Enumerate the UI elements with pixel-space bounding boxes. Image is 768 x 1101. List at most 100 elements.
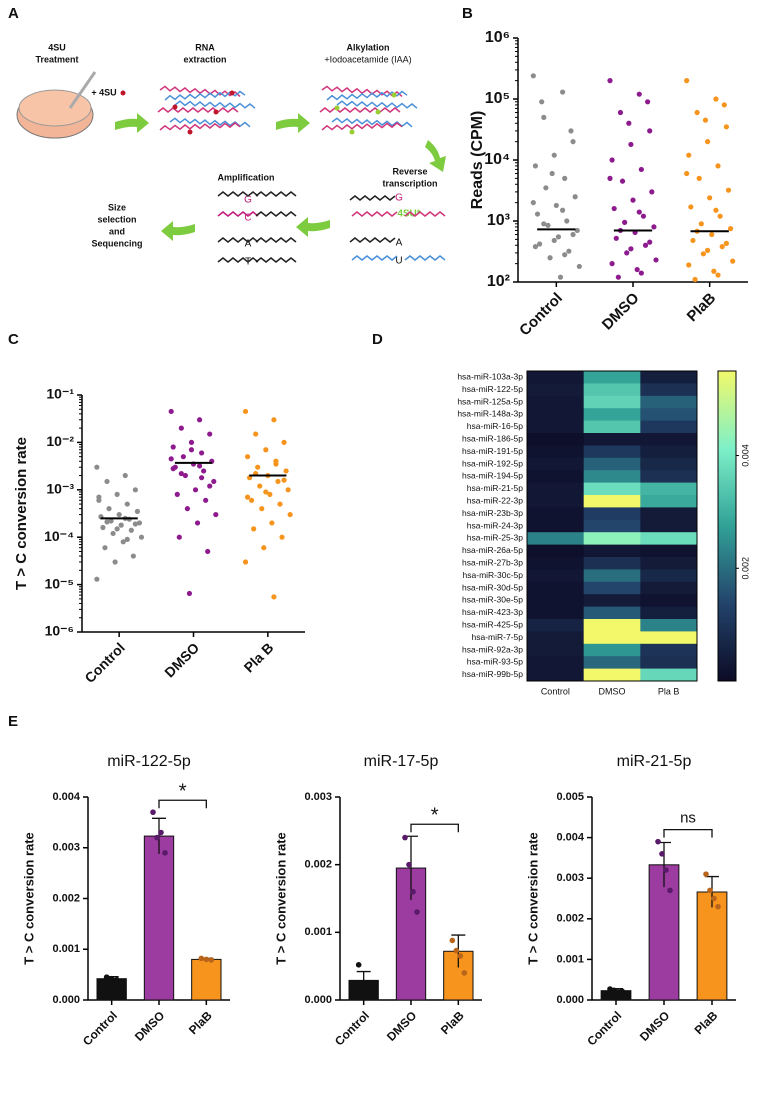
y-tick-label: 0.001 xyxy=(52,943,80,955)
data-point xyxy=(553,202,559,209)
heatmap-cell xyxy=(640,408,698,422)
row-label: hsa-miR-103a-3p xyxy=(457,371,523,381)
y-tick-label: 0.002 xyxy=(304,859,332,871)
rna-strand xyxy=(255,191,297,197)
heatmap-cell xyxy=(640,507,698,521)
heatmap-cell xyxy=(583,581,641,595)
heatmap-cell xyxy=(640,606,698,620)
y-tick-label: 0.005 xyxy=(556,791,584,803)
data-point xyxy=(568,128,574,134)
row-label: hsa-miR-186-5p xyxy=(462,433,523,443)
data-point xyxy=(609,261,615,267)
heatmap-cell xyxy=(583,606,641,620)
heatmap-cell xyxy=(583,544,641,558)
heatmap-cell xyxy=(640,594,698,608)
data-point xyxy=(281,477,287,483)
y-axis-label: T > C conversion rate xyxy=(13,437,30,590)
heatmap-cell xyxy=(527,619,585,632)
data-point xyxy=(667,887,673,894)
data-point xyxy=(259,506,265,512)
data-point xyxy=(630,197,636,203)
chart-title: miR-17-5p xyxy=(364,753,439,770)
base-letters: G C A T G 4SU* A U xyxy=(244,193,421,268)
data-point xyxy=(709,231,715,238)
row-label: hsa-miR-148a-3p xyxy=(457,409,523,419)
colorbar xyxy=(717,370,737,682)
rna-strand xyxy=(404,211,446,217)
data-point xyxy=(617,109,624,116)
heatmap-cell xyxy=(640,371,698,384)
arrow xyxy=(425,140,446,172)
data-point xyxy=(562,175,568,181)
data-point xyxy=(715,272,721,278)
data-point xyxy=(100,524,106,531)
row-label: hsa-miR-122-5p xyxy=(462,384,523,394)
data-point xyxy=(406,861,412,868)
base: U xyxy=(395,256,402,267)
colorbar-tick-label: 0.002 xyxy=(740,557,750,580)
data-point xyxy=(114,526,120,532)
heatmap-cell xyxy=(527,656,585,670)
data-point xyxy=(719,244,725,250)
data-point xyxy=(253,431,259,437)
heatmap-cell xyxy=(583,532,641,546)
data-point xyxy=(170,466,176,472)
x-tick-label: DMSO xyxy=(637,1008,672,1043)
x-tick-label: Control xyxy=(80,1008,120,1048)
data-point xyxy=(651,224,657,230)
data-point xyxy=(642,242,649,248)
data-point xyxy=(534,211,541,217)
y-tick-label: 10⁻³ xyxy=(46,481,74,497)
data-point xyxy=(530,73,536,79)
x-tick-label: PlaB xyxy=(438,1008,467,1037)
heatmap-cell xyxy=(527,594,585,608)
data-point xyxy=(360,982,367,988)
data-point xyxy=(122,472,128,479)
heatmap-cell xyxy=(527,445,585,459)
data-point xyxy=(213,511,219,518)
base: A xyxy=(396,238,403,249)
data-point xyxy=(205,548,211,555)
data-point xyxy=(449,937,456,944)
data-point xyxy=(457,953,464,959)
x-tick-label: Control xyxy=(516,290,566,340)
chart-title: miR-122-5p xyxy=(107,753,191,770)
heatmap-cell xyxy=(583,457,641,471)
column-label: DMSO xyxy=(599,686,626,696)
heatmap-cell xyxy=(527,557,585,570)
heatmap-cell xyxy=(583,507,641,521)
data-point xyxy=(279,534,285,540)
heatmap-cell xyxy=(527,433,585,446)
data-point xyxy=(104,519,110,525)
data-point xyxy=(686,262,692,268)
heatmap-cell xyxy=(527,408,585,422)
step-label: and xyxy=(109,226,125,236)
row-label: hsa-miR-423-3p xyxy=(462,607,523,617)
heatmap-cell xyxy=(640,519,698,533)
row-label: hsa-miR-192-5p xyxy=(462,458,523,468)
data-point xyxy=(162,850,168,856)
row-label: hsa-miR-30e-5p xyxy=(462,595,523,605)
data-point xyxy=(727,226,734,232)
arrow xyxy=(115,113,149,133)
data-point xyxy=(269,520,275,526)
data-point xyxy=(723,124,729,130)
row-label: hsa-miR-26a-5p xyxy=(462,545,523,555)
y-tick-label: 10⁴ xyxy=(484,151,510,168)
heatmap-cell xyxy=(583,656,641,670)
data-point xyxy=(713,96,719,102)
data-point xyxy=(543,185,549,191)
data-point xyxy=(138,534,145,540)
rna-strand xyxy=(351,255,398,261)
data-point xyxy=(114,491,120,497)
x-tick-label: PlaB xyxy=(186,1008,215,1037)
data-point xyxy=(110,530,116,537)
panel-letter: C xyxy=(8,331,19,348)
row-label: hsa-miR-425-5p xyxy=(462,619,523,629)
data-point xyxy=(622,219,628,225)
rna-strand xyxy=(217,191,259,197)
significance-label: * xyxy=(179,781,187,803)
data-point xyxy=(551,237,557,244)
significance-bracket xyxy=(158,799,207,809)
data-point xyxy=(562,252,568,258)
